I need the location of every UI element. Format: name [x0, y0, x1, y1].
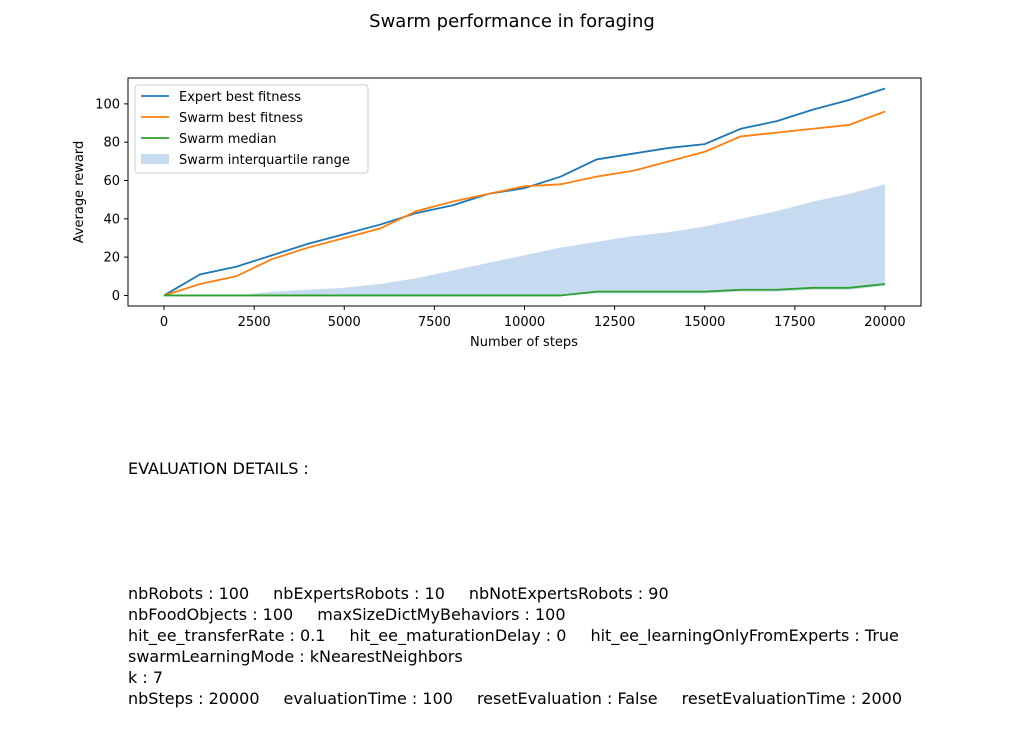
x-tick-label: 20000 — [864, 315, 905, 330]
x-axis-label: Number of steps — [470, 335, 578, 350]
details-line: nbSteps : 20000 evaluationTime : 100 reset… — [128, 688, 902, 709]
details-line: nbRobots : 100 nbExpertsRobots : 10 nbNotE… — [128, 583, 902, 604]
y-tick-label: 80 — [103, 136, 120, 151]
details-field: k : 7 — [128, 668, 164, 687]
x-tick-label: 7500 — [418, 315, 451, 330]
x-tick-label: 10000 — [504, 315, 545, 330]
y-tick-label: 40 — [103, 212, 120, 227]
x-tick-label: 12500 — [594, 315, 635, 330]
details-line: nbFoodObjects : 100 maxSizeDictMyBehavior… — [128, 604, 902, 625]
details-field: nbRobots : 100 — [128, 584, 250, 603]
details-line: k : 7 — [128, 667, 902, 688]
legend-label: Swarm best fitness — [179, 111, 303, 126]
series-line-1 — [163, 110, 886, 297]
details-field: resetEvaluationTime : 2000 — [681, 689, 903, 708]
details-field: nbSteps : 20000 — [128, 689, 260, 708]
foraging-chart: Swarm performance in foraging 0 2500 5000 7… — [72, 11, 922, 350]
details-line: hit_ee_transferRate : 0.1 hit_ee_maturati… — [128, 625, 902, 646]
details-field: nbFoodObjects : 100 — [128, 605, 294, 624]
details-field: resetEvaluation : False — [476, 689, 658, 708]
details-field: hit_ee_learningOnlyFromExperts : True — [590, 626, 899, 645]
legend-swatch-patch — [141, 154, 169, 164]
x-tick-label: 5000 — [328, 315, 361, 330]
y-tick-label: 0 — [112, 289, 120, 304]
details-heading: EVALUATION DETAILS : — [128, 459, 309, 478]
details-field: hit_ee_transferRate : 0.1 — [128, 626, 326, 645]
x-tick-label: 2500 — [238, 315, 271, 330]
details-line: swarmLearningMode : kNearestNeighbors — [128, 646, 902, 667]
evaluation-details: EVALUATION DETAILS : nbRobots : 100 nbExp… — [128, 416, 902, 730]
legend: Expert best fitness Swarm best fitness Swa… — [134, 84, 369, 174]
details-field: nbNotExpertsRobots : 90 — [468, 584, 669, 603]
y-axis-label: Average reward — [72, 141, 87, 244]
y-tick-label: 20 — [103, 251, 120, 266]
details-field: nbExpertsRobots : 10 — [273, 584, 445, 603]
x-tick-label: 17500 — [774, 315, 815, 330]
x-tick-label: 0 — [160, 315, 168, 330]
series-line-0 — [163, 87, 886, 297]
band-interquartile-range — [164, 184, 885, 296]
legend-label: Swarm median — [179, 132, 277, 147]
legend-label: Expert best fitness — [179, 90, 301, 105]
details-field: maxSizeDictMyBehaviors : 100 — [317, 605, 566, 624]
details-field: evaluationTime : 100 — [283, 689, 453, 708]
legend-label: Swarm interquartile range — [179, 153, 350, 168]
y-tick-label: 100 — [95, 97, 120, 112]
chart-title: Swarm performance in foraging — [369, 11, 655, 32]
x-tick-label: 15000 — [684, 315, 725, 330]
details-field: hit_ee_maturationDelay : 0 — [349, 626, 567, 645]
series-line-2 — [164, 283, 886, 297]
legend-box — [134, 84, 369, 174]
y-tick-label: 60 — [103, 174, 120, 189]
